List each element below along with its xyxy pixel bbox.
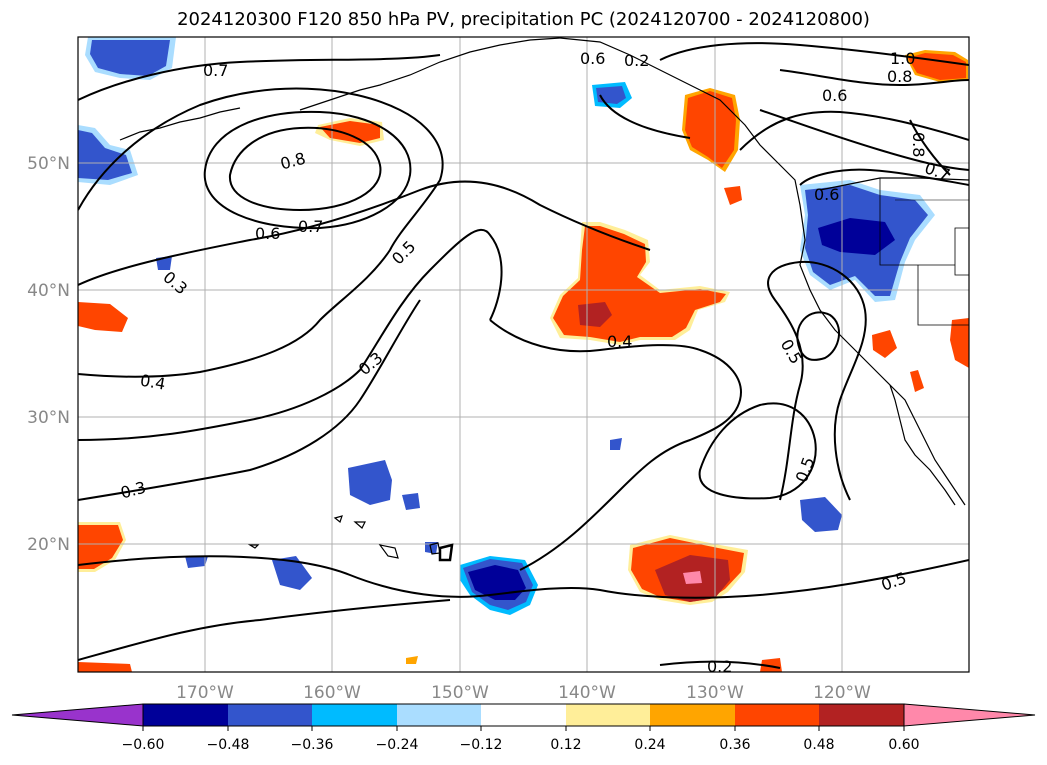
positive-anomaly-region xyxy=(760,658,782,672)
contour-label: 0.6 xyxy=(255,224,280,243)
positive-anomaly-region xyxy=(724,186,742,205)
contour-label: 0.2 xyxy=(624,51,649,70)
contour-label: 0.5 xyxy=(879,568,909,595)
colorbar-tick-label: 0.60 xyxy=(888,737,919,753)
colorbar-bin xyxy=(566,704,650,726)
negative-anomaly-region xyxy=(78,130,132,180)
positive-anomaly-region xyxy=(950,318,969,368)
colorbar-tick-label: −0.60 xyxy=(122,737,165,753)
negative-anomaly-region xyxy=(468,565,526,600)
colorbar-over-arrow xyxy=(903,703,1036,727)
contour-label: 0.3 xyxy=(118,478,148,503)
gridlines xyxy=(78,37,969,672)
colorbar-tick-label: 0.24 xyxy=(634,737,665,753)
negative-anomaly-region xyxy=(800,497,842,532)
positive-anomaly-region xyxy=(683,571,702,584)
positive-anomaly-region xyxy=(78,302,128,332)
positive-anomaly-region xyxy=(78,525,123,569)
positive-anomaly-region xyxy=(908,53,966,80)
negative-anomaly-region xyxy=(818,218,895,255)
contour-label: 0.3 xyxy=(355,348,387,379)
lat-tick-label: 20°N xyxy=(27,535,70,555)
contour-label: 0.6 xyxy=(580,49,605,68)
colorbar-bin xyxy=(143,704,228,726)
colorbar-bin xyxy=(481,704,566,726)
contour-label: 0.6 xyxy=(814,185,839,204)
positive-anomaly-region xyxy=(910,370,924,392)
negative-anomaly-region xyxy=(90,40,170,76)
positive-anomaly-region xyxy=(320,121,380,143)
contour-label: 0.8 xyxy=(909,132,928,157)
colorbar-tick-label: −0.36 xyxy=(291,737,334,753)
lon-tick-label: 130°W xyxy=(686,683,744,703)
contour-label: 0.2 xyxy=(707,657,732,676)
longitude-axis: 170°W 160°W 150°W 140°W 130°W 120°W xyxy=(176,683,871,703)
contour-label: 1.0 xyxy=(890,49,915,68)
pv-contours xyxy=(78,42,969,669)
positive-anomaly-region xyxy=(685,91,736,168)
coastlines xyxy=(119,37,969,562)
precip-shading xyxy=(78,37,969,672)
contour-label: 0.5 xyxy=(388,237,419,268)
colorbar-tick-label: −0.12 xyxy=(460,737,503,753)
negative-anomaly-region xyxy=(185,556,208,568)
lon-tick-label: 170°W xyxy=(176,683,234,703)
colorbar-bin xyxy=(397,704,481,726)
contour-label: 0.8 xyxy=(278,149,308,174)
positive-anomaly-region xyxy=(406,656,418,664)
negative-anomaly-region xyxy=(272,556,312,590)
colorbar-bin xyxy=(819,704,904,726)
lat-tick-label: 40°N xyxy=(27,281,70,301)
contour-label: 0.5 xyxy=(777,336,806,368)
negative-anomaly-region xyxy=(425,542,438,554)
contour-label: 0.4 xyxy=(139,371,167,394)
lat-tick-label: 30°N xyxy=(27,408,70,428)
lon-tick-label: 160°W xyxy=(303,683,361,703)
lon-tick-label: 120°W xyxy=(813,683,871,703)
colorbar-bin xyxy=(312,704,397,726)
colorbar-tick-label: 0.12 xyxy=(550,737,581,753)
positive-anomaly-region xyxy=(553,226,726,342)
lon-tick-label: 140°W xyxy=(558,683,616,703)
colorbar-tick-label: −0.48 xyxy=(207,737,250,753)
colorbar-bin xyxy=(228,704,312,726)
map-frame xyxy=(77,36,970,673)
contour-label: 0.8 xyxy=(887,67,912,86)
lon-tick-label: 150°W xyxy=(431,683,489,703)
contour-label: 0.7 xyxy=(203,61,228,80)
positive-anomaly-region xyxy=(78,662,132,672)
contour-label: 0.3 xyxy=(159,267,191,298)
positive-anomaly-region xyxy=(872,330,897,358)
contour-label: 0.7 xyxy=(298,217,323,236)
colorbar: −0.60 −0.48 −0.36 −0.24 −0.12 0.12 0.24 … xyxy=(11,703,1036,753)
colorbar-tick-label: −0.24 xyxy=(376,737,419,753)
chart-title: 2024120300 F120 850 hPa PV, precipitatio… xyxy=(177,9,870,30)
colorbar-tick-label: 0.36 xyxy=(719,737,750,753)
negative-anomaly-region xyxy=(402,493,420,510)
colorbar-under-arrow xyxy=(11,703,144,727)
colorbar-tick-label: 0.48 xyxy=(803,737,834,753)
lat-tick-label: 50°N xyxy=(27,154,70,174)
latitude-axis: 50°N 40°N 30°N 20°N xyxy=(27,154,70,555)
colorbar-bin xyxy=(650,704,735,726)
contour-label: 0.4 xyxy=(607,332,632,351)
colorbar-bin xyxy=(735,704,819,726)
negative-anomaly-region xyxy=(610,438,622,450)
contour-label: 0.6 xyxy=(822,86,847,105)
negative-anomaly-region xyxy=(348,460,392,505)
